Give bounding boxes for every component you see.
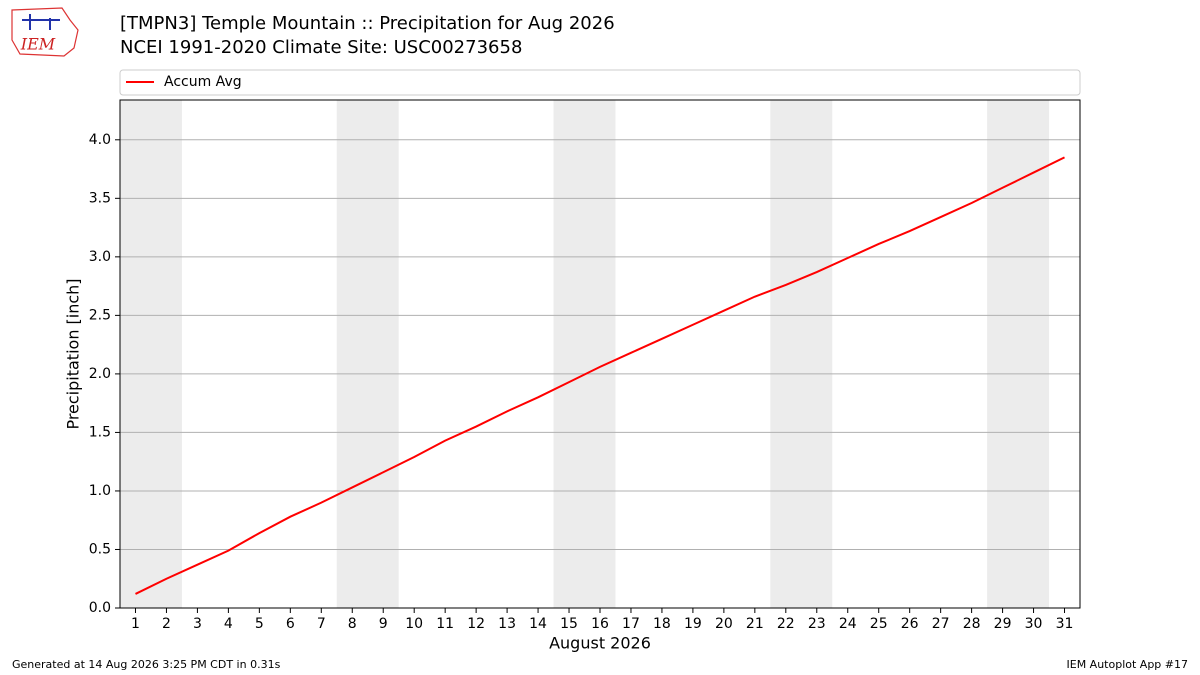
weekend-shade xyxy=(770,100,833,608)
x-tick-label: 5 xyxy=(255,616,264,632)
x-tick-label: 14 xyxy=(529,616,547,632)
x-tick-label: 8 xyxy=(348,616,357,632)
x-tick-label: 26 xyxy=(901,616,919,632)
y-tick-label: 1.0 xyxy=(89,483,111,499)
x-tick-label: 11 xyxy=(436,616,454,632)
x-axis-label: August 2026 xyxy=(549,634,651,653)
chart-title: [TMPN3] Temple Mountain :: Precipitation… xyxy=(120,13,615,34)
x-tick-label: 2 xyxy=(162,616,171,632)
x-tick-label: 7 xyxy=(317,616,326,632)
x-tick-label: 10 xyxy=(405,616,423,632)
x-tick-label: 24 xyxy=(839,616,857,632)
weekend-shade xyxy=(120,100,182,608)
x-tick-label: 21 xyxy=(746,616,764,632)
y-tick-label: 2.0 xyxy=(89,366,111,382)
x-tick-label: 31 xyxy=(1056,616,1074,632)
weekend-shade xyxy=(987,100,1050,608)
x-tick-label: 6 xyxy=(286,616,295,632)
x-tick-label: 22 xyxy=(777,616,795,632)
x-tick-label: 29 xyxy=(994,616,1012,632)
data-line xyxy=(135,156,1065,595)
y-tick-label: 3.5 xyxy=(89,190,111,206)
y-tick-label: 1.5 xyxy=(89,424,111,440)
y-axis-label: Precipitation [inch] xyxy=(64,278,83,429)
logo-icon xyxy=(22,14,60,30)
footer-left: Generated at 14 Aug 2026 3:25 PM CDT in … xyxy=(12,658,281,671)
plot-frame xyxy=(119,99,1081,609)
logo-text: IEM xyxy=(20,35,56,54)
x-tick-label: 17 xyxy=(622,616,640,632)
y-tick-label: 2.5 xyxy=(89,307,111,323)
x-tick-label: 9 xyxy=(379,616,388,632)
y-tick-label: 0.5 xyxy=(89,541,111,557)
x-tick-label: 15 xyxy=(560,616,578,632)
y-tick-label: 4.0 xyxy=(89,132,111,148)
x-tick-label: 20 xyxy=(715,616,733,632)
x-tick-label: 23 xyxy=(808,616,826,632)
x-tick-label: 28 xyxy=(963,616,981,632)
logo: IEM xyxy=(11,7,79,57)
x-tick-label: 3 xyxy=(193,616,202,632)
x-tick-label: 30 xyxy=(1025,616,1043,632)
x-tick-label: 13 xyxy=(498,616,516,632)
weekend-shade xyxy=(336,100,399,608)
legend xyxy=(119,69,1081,96)
chart-subtitle: NCEI 1991-2020 Climate Site: USC00273658 xyxy=(120,37,522,58)
y-tick-label: 0.0 xyxy=(89,600,111,616)
x-tick-label: 1 xyxy=(131,616,140,632)
x-tick-label: 25 xyxy=(870,616,888,632)
footer-right: IEM Autoplot App #17 xyxy=(1067,658,1189,671)
x-tick-label: 4 xyxy=(224,616,233,632)
x-tick-label: 16 xyxy=(591,616,609,632)
x-tick-label: 18 xyxy=(653,616,671,632)
x-tick-label: 19 xyxy=(684,616,702,632)
weekend-shade xyxy=(553,100,616,608)
y-tick-label: 3.0 xyxy=(89,249,111,265)
x-tick-label: 12 xyxy=(467,616,485,632)
legend-label: Accum Avg xyxy=(164,74,242,90)
x-tick-label: 27 xyxy=(932,616,950,632)
